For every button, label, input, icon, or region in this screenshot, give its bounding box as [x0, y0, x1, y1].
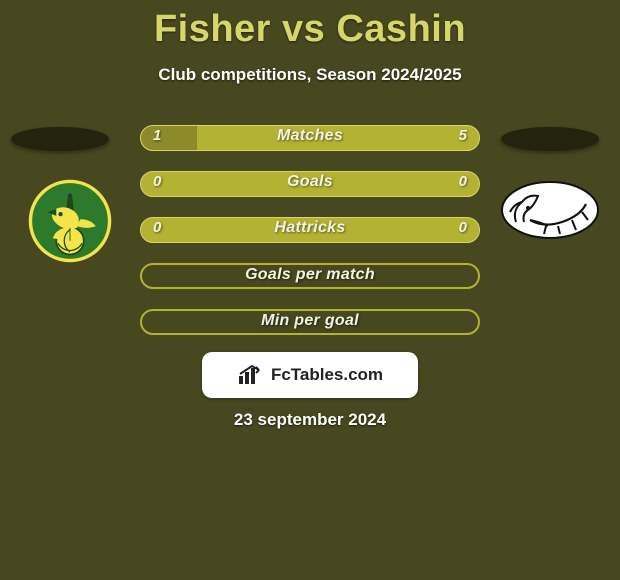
comparison-bars: 1 Matches 5 0 Goals 0 0 Hattricks 0 Goal… [140, 125, 480, 355]
brand-label: FcTables.com [271, 365, 383, 385]
bar-label: Goals per match [142, 266, 478, 284]
bar-label: Min per goal [142, 312, 478, 330]
bar-row-matches: 1 Matches 5 [140, 125, 480, 151]
bar-value-right: 0 [459, 173, 467, 190]
bar-row-goals-per-match: Goals per match [140, 263, 480, 289]
bar-row-hattricks: 0 Hattricks 0 [140, 217, 480, 243]
date-line: 23 september 2024 [0, 410, 620, 430]
page-title: Fisher vs Cashin [0, 0, 620, 51]
club-crest-right [500, 180, 600, 240]
bar-label: Hattricks [141, 219, 479, 237]
bar-value-right: 5 [459, 127, 467, 144]
bar-label: Matches [141, 127, 479, 145]
player-shadow-left [11, 127, 109, 151]
club-crest-left [20, 178, 120, 264]
brand-inner: FcTables.com [237, 364, 383, 386]
bar-label: Goals [141, 173, 479, 191]
chart-icon [237, 364, 265, 386]
bar-row-goals: 0 Goals 0 [140, 171, 480, 197]
page-subtitle: Club competitions, Season 2024/2025 [0, 65, 620, 85]
brand-box: FcTables.com [202, 352, 418, 398]
bar-row-min-per-goal: Min per goal [140, 309, 480, 335]
bar-value-right: 0 [459, 219, 467, 236]
player-shadow-right [501, 127, 599, 151]
